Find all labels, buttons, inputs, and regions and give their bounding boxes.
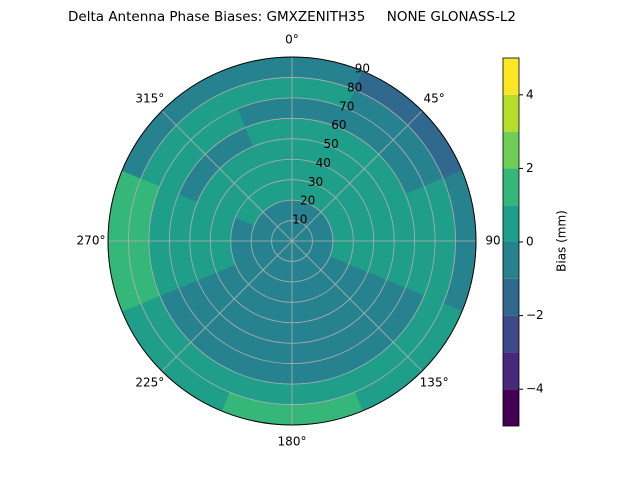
- colorbar-bin: [503, 278, 519, 316]
- grid-spoke: [291, 240, 423, 372]
- r-tick-label: 70: [339, 99, 354, 113]
- r-tick-label: 90: [355, 62, 370, 76]
- colorbar-tick-label: 2: [526, 161, 534, 175]
- r-tick-label: 10: [292, 213, 307, 227]
- colorbar-label: Bias (mm): [555, 210, 569, 272]
- theta-tick-label: 45°: [423, 91, 444, 105]
- theta-tick-label: 0°: [285, 33, 299, 47]
- r-tick-label: 40: [316, 156, 331, 170]
- theta-tick-label: 135°: [420, 376, 449, 390]
- theta-tick-label: 90: [485, 234, 500, 248]
- theta-tick-label: 180°: [278, 435, 307, 449]
- colorbar-bin: [503, 352, 519, 390]
- r-tick-label: 20: [300, 194, 315, 208]
- theta-tick-label: 225°: [135, 376, 164, 390]
- theta-tick-label: 270°: [77, 234, 106, 248]
- r-tick-label: 80: [347, 80, 362, 94]
- grid-spoke: [291, 110, 423, 242]
- grid-spoke: [161, 240, 293, 372]
- chart-title: Delta Antenna Phase Biases: GMXZENITH35 …: [68, 9, 516, 25]
- colorbar-bin: [503, 315, 519, 353]
- colorbar-bin: [503, 242, 519, 279]
- colorbar-bin: [503, 94, 519, 132]
- r-tick-label: 30: [308, 175, 323, 189]
- r-tick-label: 50: [323, 137, 338, 151]
- colorbar-tick-label: −4: [526, 382, 544, 396]
- colorbar-tick-label: −2: [526, 308, 544, 322]
- colorbar-bin: [503, 168, 519, 206]
- colorbar-tick-label: 4: [526, 87, 534, 101]
- polar-frame: [107, 56, 477, 426]
- r-tick-label: 60: [331, 118, 346, 132]
- grid-spoke: [161, 110, 293, 242]
- colorbar-bin: [503, 58, 519, 95]
- colorbar-bin: [503, 205, 519, 242]
- colorbar-bin: [503, 131, 519, 169]
- colorbar-tick-label: 0: [526, 235, 534, 249]
- theta-tick-label: 315°: [135, 91, 164, 105]
- colorbar-bin: [503, 389, 519, 426]
